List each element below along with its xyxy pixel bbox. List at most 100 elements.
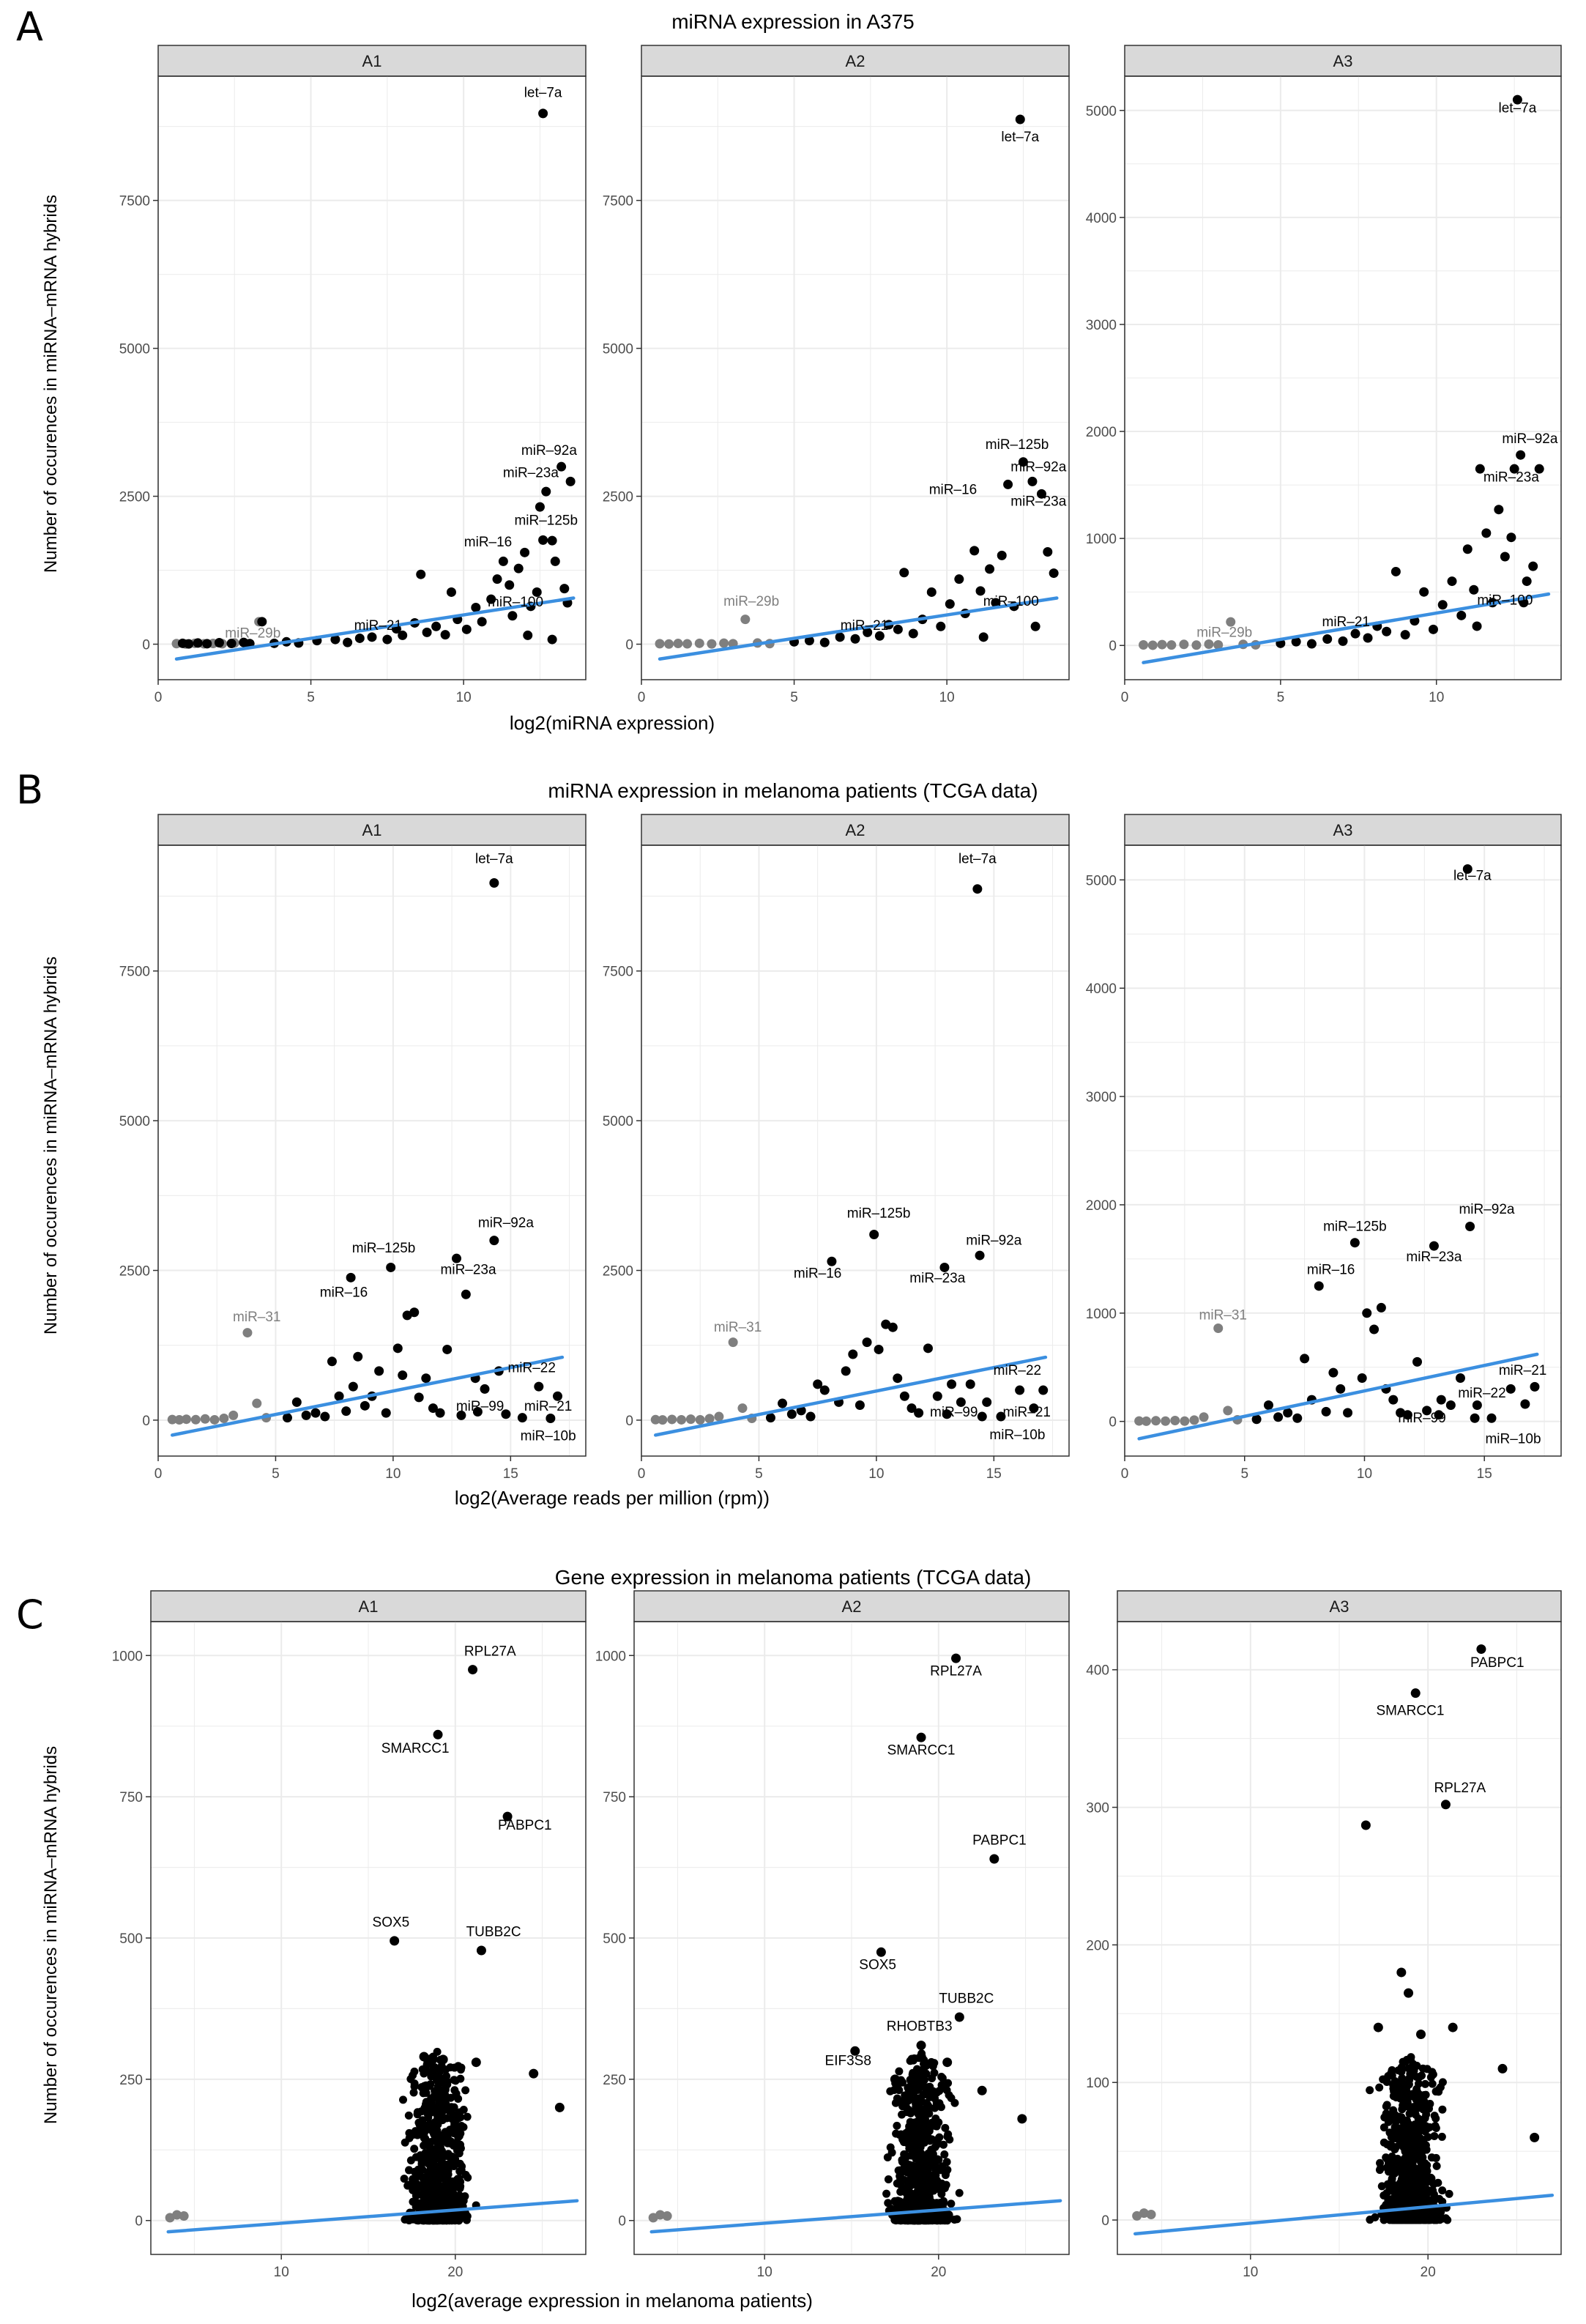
data-point — [937, 2073, 946, 2082]
point-annotation: miR–100 — [488, 595, 543, 610]
data-point — [1396, 1408, 1406, 1418]
data-point — [1421, 2105, 1429, 2114]
facet-strip-label: A3 — [1333, 821, 1353, 839]
data-point — [1382, 2189, 1391, 2198]
data-point-grey — [1147, 640, 1158, 650]
data-point-grey — [252, 1398, 262, 1408]
data-point — [330, 634, 340, 645]
data-point — [420, 2152, 429, 2161]
data-point — [455, 2191, 464, 2200]
data-point — [1404, 1988, 1414, 1998]
data-point — [908, 2180, 917, 2189]
point-annotation: TUBB2C — [466, 1925, 521, 1940]
data-point — [819, 1385, 830, 1395]
point-annotation: miR–10b — [521, 1429, 576, 1444]
data-point — [1410, 1688, 1421, 1699]
data-point — [455, 2149, 463, 2158]
data-point — [926, 587, 937, 597]
data-point — [455, 2214, 463, 2223]
data-point — [534, 1381, 544, 1392]
data-point — [420, 2141, 428, 2150]
facet-c-a2: A2 10 20 0 250 500 750 1000 RPL27A SMARCC1 PABPC1 S… — [595, 1590, 1070, 2280]
y-tick-label: 400 — [1086, 1663, 1109, 1679]
point-annotation: miR–22 — [507, 1361, 555, 1376]
data-point — [501, 1409, 511, 1419]
data-point — [1419, 2191, 1428, 2199]
y-tick-label: 3000 — [1086, 318, 1117, 333]
data-point — [1428, 624, 1438, 634]
y-tick-label: 0 — [142, 638, 150, 653]
data-point — [855, 1400, 865, 1410]
facet-strip-label: A1 — [362, 821, 382, 839]
facet-strip — [157, 45, 587, 77]
data-point — [924, 2101, 933, 2110]
data-point — [442, 1344, 453, 1354]
y-tick-label: 0 — [618, 2214, 626, 2230]
data-point — [1428, 2079, 1437, 2088]
y-tick-label: 2000 — [1086, 425, 1117, 440]
data-point-grey — [737, 1403, 748, 1414]
facet-strip-label: A3 — [1333, 52, 1353, 70]
point-annotation: miR–23a — [1483, 470, 1539, 486]
data-point — [436, 2099, 445, 2108]
data-point — [360, 1400, 370, 1411]
x-axis-label-b: log2(Average reads per million (rpm)) — [454, 1487, 770, 1509]
point-annotation: miR–125b — [847, 1206, 911, 1222]
data-point — [977, 1411, 987, 1422]
data-point — [214, 638, 224, 648]
data-point — [1530, 2132, 1540, 2142]
data-point — [1447, 576, 1457, 587]
data-point — [1534, 464, 1544, 474]
data-point — [899, 1391, 909, 1401]
data-point-grey — [714, 1411, 724, 1422]
data-point — [945, 599, 955, 609]
x-tick-label: 0 — [1121, 690, 1129, 705]
data-point-grey — [677, 1414, 687, 1425]
y-tick-label: 1000 — [595, 1649, 626, 1664]
data-point — [1428, 2068, 1437, 2076]
y-axis-label-a: Number of occurences in miRNA–mRNA hybri… — [41, 194, 61, 573]
point-annotation: miR–125b — [352, 1241, 416, 1256]
data-point — [930, 2121, 939, 2130]
data-point — [1029, 1403, 1039, 1414]
x-tick-label: 5 — [755, 1466, 763, 1482]
data-point — [401, 2138, 409, 2147]
point-annotation: RHOBTB3 — [887, 2019, 953, 2035]
y-tick-label: 0 — [625, 638, 633, 653]
point-annotation: RPL27A — [1434, 1781, 1486, 1796]
data-point — [947, 2199, 956, 2208]
data-point — [382, 634, 392, 645]
data-point — [554, 2102, 565, 2112]
data-point — [848, 1349, 858, 1359]
data-point — [405, 2166, 414, 2175]
data-point — [1291, 636, 1301, 647]
facet-b-a1: A1 0 5 10 15 0 2500 5000 7500 let–7a miR–92a miR–12… — [119, 814, 587, 1482]
data-point — [427, 2108, 436, 2117]
x-tick-label: 10 — [1357, 1466, 1372, 1482]
data-point — [450, 2103, 458, 2112]
point-annotation: miR–125b — [986, 437, 1049, 453]
data-point — [954, 2012, 964, 2022]
point-annotation: miR–92a — [1502, 431, 1557, 447]
data-point-grey — [1166, 640, 1177, 650]
x-tick-label: 0 — [1121, 1466, 1129, 1482]
facet-a-a1: A1 0 5 10 0 2500 5000 7500 let–7a miR–92a miR–23a m… — [119, 45, 587, 705]
data-point — [1385, 2195, 1393, 2204]
data-point — [915, 2180, 924, 2189]
data-point — [406, 2074, 415, 2083]
y-tick-label: 0 — [625, 1414, 633, 1429]
point-annotation: miR–92a — [1459, 1202, 1514, 1217]
data-point — [786, 1409, 797, 1419]
data-point — [367, 632, 377, 642]
data-point — [977, 2085, 987, 2095]
regression-line — [654, 1355, 1048, 1437]
plot-border — [1117, 1621, 1562, 2255]
facet-b-a2: A2 0 5 10 15 0 2500 5000 7500 let–7a miR–125b miR–9… — [603, 814, 1070, 1482]
data-point-grey — [228, 1410, 239, 1420]
data-point — [1505, 1384, 1516, 1394]
data-point-grey — [1146, 2210, 1156, 2220]
data-point — [917, 2167, 926, 2176]
point-annotation: PABPC1 — [498, 1818, 552, 1833]
data-point — [1422, 1406, 1432, 1416]
data-point — [954, 574, 964, 584]
